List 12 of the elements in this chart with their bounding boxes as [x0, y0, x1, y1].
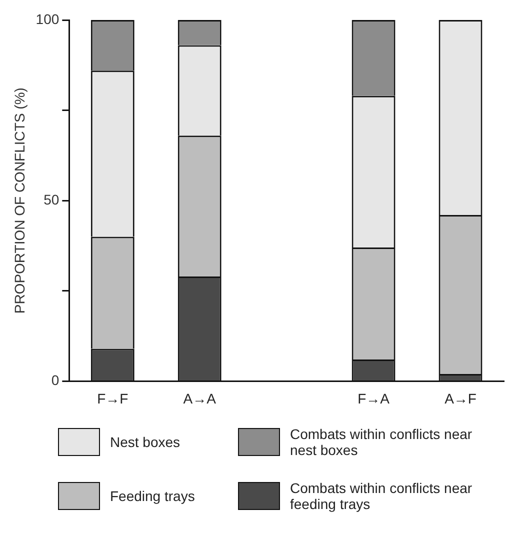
legend-label: Nest boxes	[110, 434, 180, 450]
y-axis-title: PROPORTION OF CONFLICTS (%)	[11, 88, 28, 314]
y-tick-label: 0	[51, 372, 60, 388]
legend-label: Combats within conflicts near feeding trays	[290, 480, 474, 512]
x-tick-label: A→A	[183, 390, 217, 406]
legend-label: Combats within conflicts near nest boxes	[290, 426, 474, 458]
x-tick-label: F→F	[97, 390, 128, 406]
y-tick-label: 50	[44, 191, 60, 208]
x-tick-label: A→F	[444, 390, 476, 406]
legend-label: Feeding trays	[110, 488, 195, 504]
x-tick-label: F→A	[358, 390, 390, 406]
y-tick-label: 100	[36, 10, 60, 27]
